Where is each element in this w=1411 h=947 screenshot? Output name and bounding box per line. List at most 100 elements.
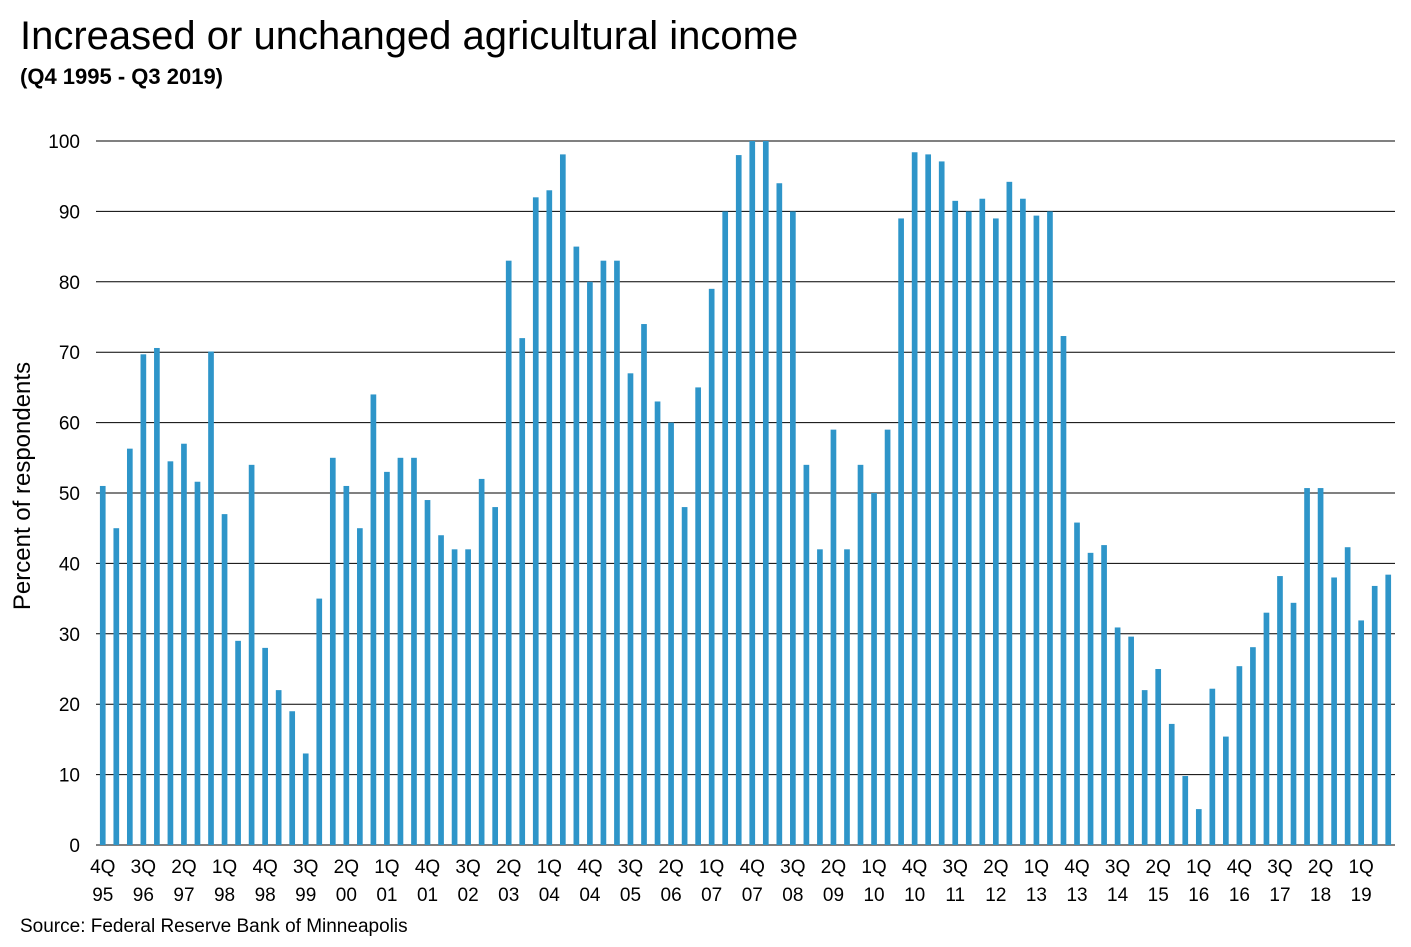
bar	[1168, 723, 1175, 845]
bar	[329, 457, 336, 845]
x-tick-label-year: 04	[579, 885, 601, 906]
x-tick-label-quarter: 3Q	[293, 857, 318, 878]
bar	[871, 493, 877, 845]
bar	[587, 281, 593, 845]
x-tick-label-quarter: 4Q	[1227, 857, 1252, 878]
bar	[532, 197, 539, 845]
x-tick-label-quarter: 2Q	[983, 857, 1008, 878]
x-tick-label-year: 15	[1148, 885, 1169, 906]
x-tick-label-year: 16	[1188, 885, 1209, 906]
x-tick-label-quarter: 1Q	[1348, 857, 1373, 878]
bar	[1128, 636, 1134, 845]
y-tick-label: 100	[48, 132, 80, 153]
x-tick-label-year: 95	[92, 885, 113, 906]
x-tick-label-quarter: 2Q	[821, 857, 846, 878]
bar	[519, 338, 526, 845]
x-tick-label-quarter: 4Q	[415, 857, 440, 878]
bar	[1087, 552, 1094, 845]
x-tick-label-year: 99	[295, 885, 316, 906]
x-tick-label-year: 10	[904, 885, 925, 906]
x-tick-label-year: 08	[782, 885, 803, 906]
bar	[154, 347, 160, 845]
bar	[749, 141, 756, 845]
bar	[1141, 690, 1148, 845]
x-tick-label-quarter: 2Q	[1146, 857, 1171, 878]
bar	[735, 155, 742, 845]
gridlines	[96, 140, 1395, 846]
bar	[762, 141, 769, 845]
bar	[235, 640, 241, 845]
x-tick-label-year: 01	[376, 885, 397, 906]
bar	[1006, 181, 1013, 845]
bar	[343, 485, 350, 845]
bar	[925, 154, 932, 845]
x-tick-label-quarter: 3Q	[1105, 857, 1130, 878]
x-axis-ticks: 4Q 95 3Q 96 2Q 97 1Q 98 4Q 98 3Q 99 2Q 00 1Q 01 4Q 01 3Q 02…	[90, 857, 1374, 906]
x-tick-label-quarter: 1Q	[861, 857, 886, 878]
bar	[1236, 666, 1243, 845]
x-tick-label-year: 00	[336, 885, 357, 906]
bar	[289, 711, 296, 845]
bar	[140, 354, 147, 845]
bar	[1195, 809, 1202, 845]
x-tick-label-year: 13	[1026, 885, 1047, 906]
bar	[370, 394, 377, 845]
x-tick-label-year: 98	[214, 885, 235, 906]
x-tick-label-quarter: 2Q	[1308, 857, 1333, 878]
x-tick-label-year: 05	[620, 885, 641, 906]
bar	[1385, 574, 1392, 845]
bar	[600, 260, 607, 845]
bar	[938, 161, 945, 846]
bar	[505, 260, 512, 845]
bar	[817, 549, 823, 845]
x-tick-label-quarter: 1Q	[699, 857, 724, 878]
bar	[803, 464, 810, 845]
bar	[316, 598, 323, 845]
bar	[790, 211, 796, 845]
bar	[384, 471, 390, 845]
chart-title: Increased or unchanged agricultural inco…	[20, 14, 799, 58]
x-tick-label-quarter: 3Q	[455, 857, 480, 878]
x-tick-label-year: 09	[823, 885, 844, 906]
y-axis-ticks: 0 10 20 30 40 50 60 70 80 90 100	[48, 132, 80, 857]
bar	[1331, 577, 1337, 845]
bar	[1114, 627, 1121, 845]
bar	[546, 190, 553, 845]
bar	[397, 457, 404, 845]
x-tick-label-year: 19	[1351, 885, 1372, 906]
bar	[708, 288, 715, 846]
bar	[99, 485, 106, 845]
x-tick-label-quarter: 1Q	[1024, 857, 1049, 878]
bar	[248, 464, 255, 845]
bar	[1047, 211, 1053, 845]
y-tick-label: 20	[59, 695, 80, 716]
bar	[776, 183, 783, 846]
bar	[844, 549, 850, 845]
bar	[614, 260, 620, 845]
bar	[1250, 647, 1256, 845]
bar	[681, 507, 688, 845]
bar	[722, 211, 729, 845]
bar	[627, 373, 634, 845]
x-tick-label-quarter: 4Q	[740, 857, 765, 878]
bar	[898, 218, 904, 845]
bar	[857, 464, 864, 845]
y-axis-label: Percent of respondents	[9, 362, 36, 610]
x-tick-label-year: 16	[1229, 885, 1250, 906]
bar	[208, 351, 214, 845]
bar	[668, 422, 674, 845]
bar	[1182, 776, 1189, 845]
x-tick-label-quarter: 3Q	[1267, 857, 1292, 878]
bar	[1223, 736, 1229, 845]
bar	[884, 429, 891, 845]
bar	[438, 535, 444, 845]
bar	[194, 481, 201, 845]
bar	[1101, 545, 1107, 845]
bar	[965, 211, 972, 845]
bar	[167, 461, 174, 845]
bar	[573, 246, 580, 846]
x-tick-label-quarter: 1Q	[374, 857, 399, 878]
chart-subtitle: (Q4 1995 - Q3 2019)	[20, 64, 224, 89]
bar	[979, 198, 986, 846]
bar	[1033, 215, 1040, 845]
